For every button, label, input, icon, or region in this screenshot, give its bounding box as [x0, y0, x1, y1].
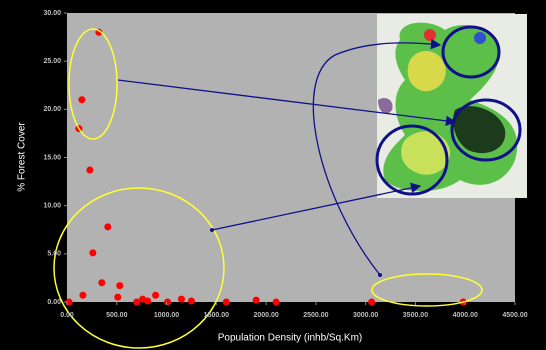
x-axis-title: Population Density (inhb/Sq.Km) — [218, 333, 363, 344]
y-tick-label: 0.00 — [47, 299, 61, 306]
point — [144, 298, 151, 305]
y-tick-label: 30.00 — [43, 10, 61, 17]
x-tick-label: 4500.00 — [502, 312, 527, 319]
point — [89, 249, 96, 256]
point — [79, 292, 86, 299]
y-tick-label: 10.00 — [43, 203, 61, 210]
point — [114, 294, 121, 301]
map-region — [424, 29, 436, 41]
arrow-dot — [210, 228, 214, 232]
point — [178, 296, 185, 303]
x-tick-label: 2000.00 — [253, 312, 278, 319]
map-region — [474, 32, 486, 44]
point — [86, 167, 93, 174]
point — [152, 292, 159, 299]
point — [104, 223, 111, 230]
point — [78, 96, 85, 103]
x-tick-label: 2500.00 — [303, 312, 328, 319]
y-tick-label: 5.00 — [47, 251, 61, 258]
arrow-dot — [378, 273, 382, 277]
point — [223, 299, 230, 306]
point — [273, 299, 280, 306]
y-axis-title: % Forest Cover — [17, 122, 28, 192]
y-tick-label: 25.00 — [43, 58, 61, 65]
x-tick-label: 3000.00 — [353, 312, 378, 319]
x-tick-label: 1500.00 — [204, 312, 229, 319]
y-tick-label: 15.00 — [43, 154, 61, 161]
x-tick-label: 500.00 — [106, 312, 128, 319]
point — [253, 297, 260, 304]
point — [116, 282, 123, 289]
point — [188, 298, 195, 305]
x-tick-label: 1000.00 — [154, 312, 179, 319]
x-tick-label: 4000.00 — [453, 312, 478, 319]
y-tick-label: 20.00 — [43, 106, 61, 113]
point — [368, 299, 375, 306]
x-tick-label: 3500.00 — [403, 312, 428, 319]
page: % Forest Cover Population Density (inhb/… — [0, 0, 546, 350]
chart: % Forest Cover Population Density (inhb/… — [0, 0, 546, 350]
point — [164, 299, 171, 306]
x-tick-label: 0.00 — [60, 312, 74, 319]
point — [98, 279, 105, 286]
point — [133, 299, 140, 306]
